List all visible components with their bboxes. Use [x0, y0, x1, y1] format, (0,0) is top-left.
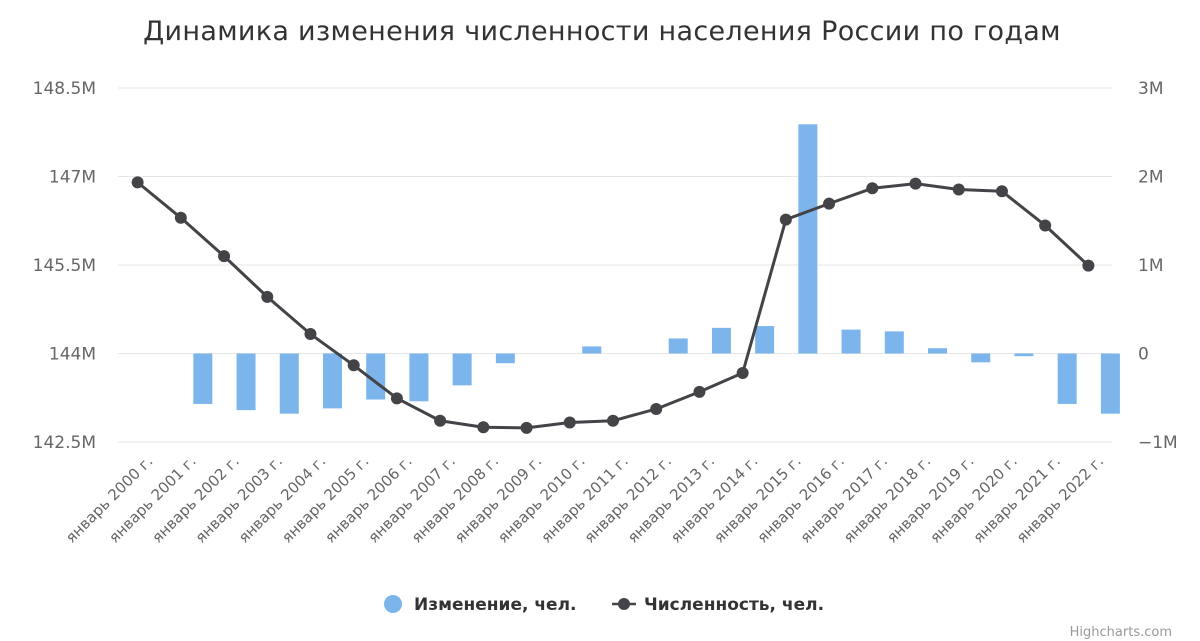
- population-point[interactable]: [909, 177, 922, 190]
- change-bar[interactable]: [668, 338, 688, 354]
- left-tick-label: 148.5M: [33, 79, 96, 99]
- change-bar[interactable]: [495, 353, 515, 364]
- legend-marker-change: [384, 595, 402, 613]
- change-bar[interactable]: [366, 353, 386, 400]
- change-bar[interactable]: [409, 353, 429, 402]
- population-point[interactable]: [563, 416, 576, 429]
- population-point[interactable]: [866, 182, 879, 195]
- change-bar[interactable]: [841, 329, 861, 354]
- change-bar[interactable]: [1057, 353, 1077, 404]
- change-bar[interactable]: [582, 346, 602, 354]
- change-bar[interactable]: [971, 353, 991, 363]
- right-tick-label: 0: [1138, 345, 1149, 365]
- population-point[interactable]: [131, 176, 144, 189]
- change-bars: [193, 124, 1120, 414]
- legend-item-change[interactable]: Изменение, чел.: [384, 595, 576, 615]
- population-point[interactable]: [1039, 219, 1052, 232]
- credit[interactable]: Highcharts.com: [1070, 625, 1172, 640]
- population-point[interactable]: [823, 197, 836, 210]
- left-tick-label: 147M: [49, 168, 96, 188]
- population-point[interactable]: [650, 402, 663, 415]
- population-line: [131, 176, 1095, 434]
- legend-label-population: Численность, чел.: [644, 595, 824, 615]
- population-point[interactable]: [952, 183, 965, 196]
- change-bar[interactable]: [193, 353, 213, 404]
- right-axis: 3M 2M 1M 0 −1M: [1138, 79, 1178, 453]
- legend-item-population[interactable]: Численность, чел.: [612, 595, 824, 615]
- population-point[interactable]: [477, 421, 490, 434]
- right-tick-label: 3M: [1138, 79, 1163, 99]
- change-bar[interactable]: [798, 124, 818, 354]
- left-tick-label: 142.5M: [33, 433, 96, 453]
- right-tick-label: 2M: [1138, 168, 1163, 188]
- population-point[interactable]: [520, 421, 533, 434]
- population-point[interactable]: [607, 414, 619, 427]
- population-point[interactable]: [261, 290, 274, 303]
- change-bar[interactable]: [928, 348, 948, 354]
- population-point[interactable]: [174, 211, 187, 224]
- population-point[interactable]: [304, 328, 317, 341]
- population-point[interactable]: [779, 213, 792, 226]
- change-bar[interactable]: [279, 353, 299, 414]
- change-bar[interactable]: [236, 353, 256, 411]
- population-point[interactable]: [736, 366, 749, 379]
- change-bar[interactable]: [755, 326, 775, 354]
- legend: Изменение, чел. Численность, чел.: [384, 595, 824, 615]
- chart-title: Динамика изменения численности населения…: [143, 16, 1061, 47]
- change-bar[interactable]: [711, 327, 731, 354]
- change-bar[interactable]: [884, 331, 904, 354]
- change-bar[interactable]: [452, 353, 472, 386]
- right-tick-label: −1M: [1138, 433, 1178, 453]
- grid-lines: [118, 87, 1112, 443]
- population-point[interactable]: [347, 359, 360, 372]
- population-point[interactable]: [390, 392, 403, 405]
- legend-marker-population: [618, 598, 630, 610]
- left-tick-label: 144M: [49, 345, 96, 365]
- change-bar[interactable]: [1014, 353, 1034, 357]
- left-tick-label: 145.5M: [33, 256, 96, 276]
- change-bar[interactable]: [322, 353, 342, 409]
- population-point[interactable]: [1082, 259, 1095, 272]
- right-tick-label: 1M: [1138, 256, 1163, 276]
- left-axis: 148.5M 147M 145.5M 144M 142.5M: [33, 79, 96, 453]
- population-point[interactable]: [693, 385, 706, 398]
- population-point[interactable]: [434, 414, 447, 427]
- population-point[interactable]: [218, 250, 231, 263]
- population-point[interactable]: [995, 185, 1008, 198]
- x-axis: январь 2000 г.январь 2001 г.январь 2002 …: [62, 452, 1107, 546]
- change-bar[interactable]: [1100, 353, 1120, 414]
- legend-label-change: Изменение, чел.: [414, 595, 576, 615]
